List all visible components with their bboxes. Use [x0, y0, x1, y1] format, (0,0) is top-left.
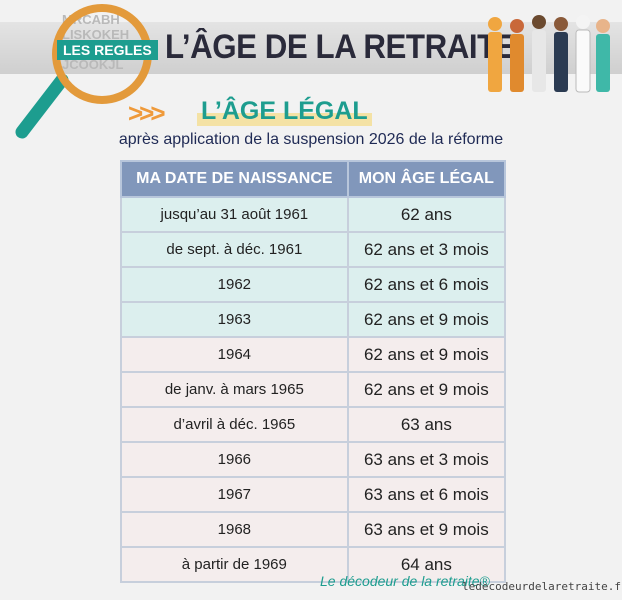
birth-date: d’avril à déc. 1965	[120, 406, 349, 443]
legal-age: 63 ans et 6 mois	[346, 476, 507, 513]
legal-age: 62 ans et 9 mois	[346, 336, 507, 373]
legal-age: 62 ans et 6 mois	[346, 266, 507, 303]
birth-date: de janv. à mars 1965	[120, 371, 349, 408]
birth-date: jusqu’au 31 août 1961	[120, 196, 349, 233]
legal-age: 63 ans et 3 mois	[346, 441, 507, 478]
legal-age: 62 ans et 3 mois	[346, 231, 507, 268]
table-row: de sept. à déc. 1961 62 ans et 3 mois	[120, 231, 507, 268]
chevrons: >>>	[128, 98, 166, 128]
magnifier-handle	[15, 73, 69, 139]
brand: Le décodeur de la retraite®	[320, 573, 490, 589]
birth-date: de sept. à déc. 1961	[120, 231, 349, 268]
table-row: 1962 62 ans et 6 mois	[120, 266, 507, 303]
url: ledecodeurdelaretraite.fr	[462, 580, 622, 593]
legal-age: 62 ans et 9 mois	[346, 301, 507, 338]
legal-age: 63 ans et 9 mois	[346, 511, 507, 548]
section-title: L’ÂGE LÉGAL	[197, 97, 372, 126]
table-row: à partir de 1969 64 ans	[120, 546, 507, 583]
table-row: 1964 62 ans et 9 mois	[120, 336, 507, 373]
legal-age: 62 ans	[346, 196, 507, 233]
table-row: de janv. à mars 1965 62 ans et 9 mois	[120, 371, 507, 408]
birth-date: 1966	[120, 441, 349, 478]
birth-date: 1967	[120, 476, 349, 513]
birth-date: 1968	[120, 511, 349, 548]
table-row: d’avril à déc. 1965 63 ans	[120, 406, 507, 443]
table-row: 1963 62 ans et 9 mois	[120, 301, 507, 338]
birth-date: 1964	[120, 336, 349, 373]
column-header: MA DATE DE NAISSANCE	[120, 160, 349, 198]
header-row: MA DATE DE NAISSANCE MON ÂGE LÉGAL	[120, 160, 507, 198]
column-header: MON ÂGE LÉGAL	[346, 160, 507, 198]
table-row: 1966 63 ans et 3 mois	[120, 441, 507, 478]
legal-age: 64 ans	[346, 546, 507, 583]
table-row: 1968 63 ans et 9 mois	[120, 511, 507, 548]
birth-date: 1963	[120, 301, 349, 338]
workers-illustration	[488, 15, 610, 93]
section-subtitle: après application de la suspension 2026 …	[118, 131, 504, 148]
table-row: jusqu’au 31 août 1961 62 ans	[120, 196, 507, 233]
table-body: jusqu’au 31 août 1961 62 ans de sept. à dé…	[120, 196, 507, 583]
badge: LES REGLES	[57, 40, 158, 60]
table-row: 1967 63 ans et 6 mois	[120, 476, 507, 513]
birth-date: à partir de 1969	[120, 546, 349, 583]
birth-date: 1962	[120, 266, 349, 303]
age-table: MA DATE DE NAISSANCE MON ÂGE LÉGAL jusqu’…	[120, 160, 507, 583]
main-title: L’ÂGE DE LA RETRAITE	[165, 28, 517, 66]
legal-age: 63 ans	[346, 406, 507, 443]
legal-age: 62 ans et 9 mois	[346, 371, 507, 408]
